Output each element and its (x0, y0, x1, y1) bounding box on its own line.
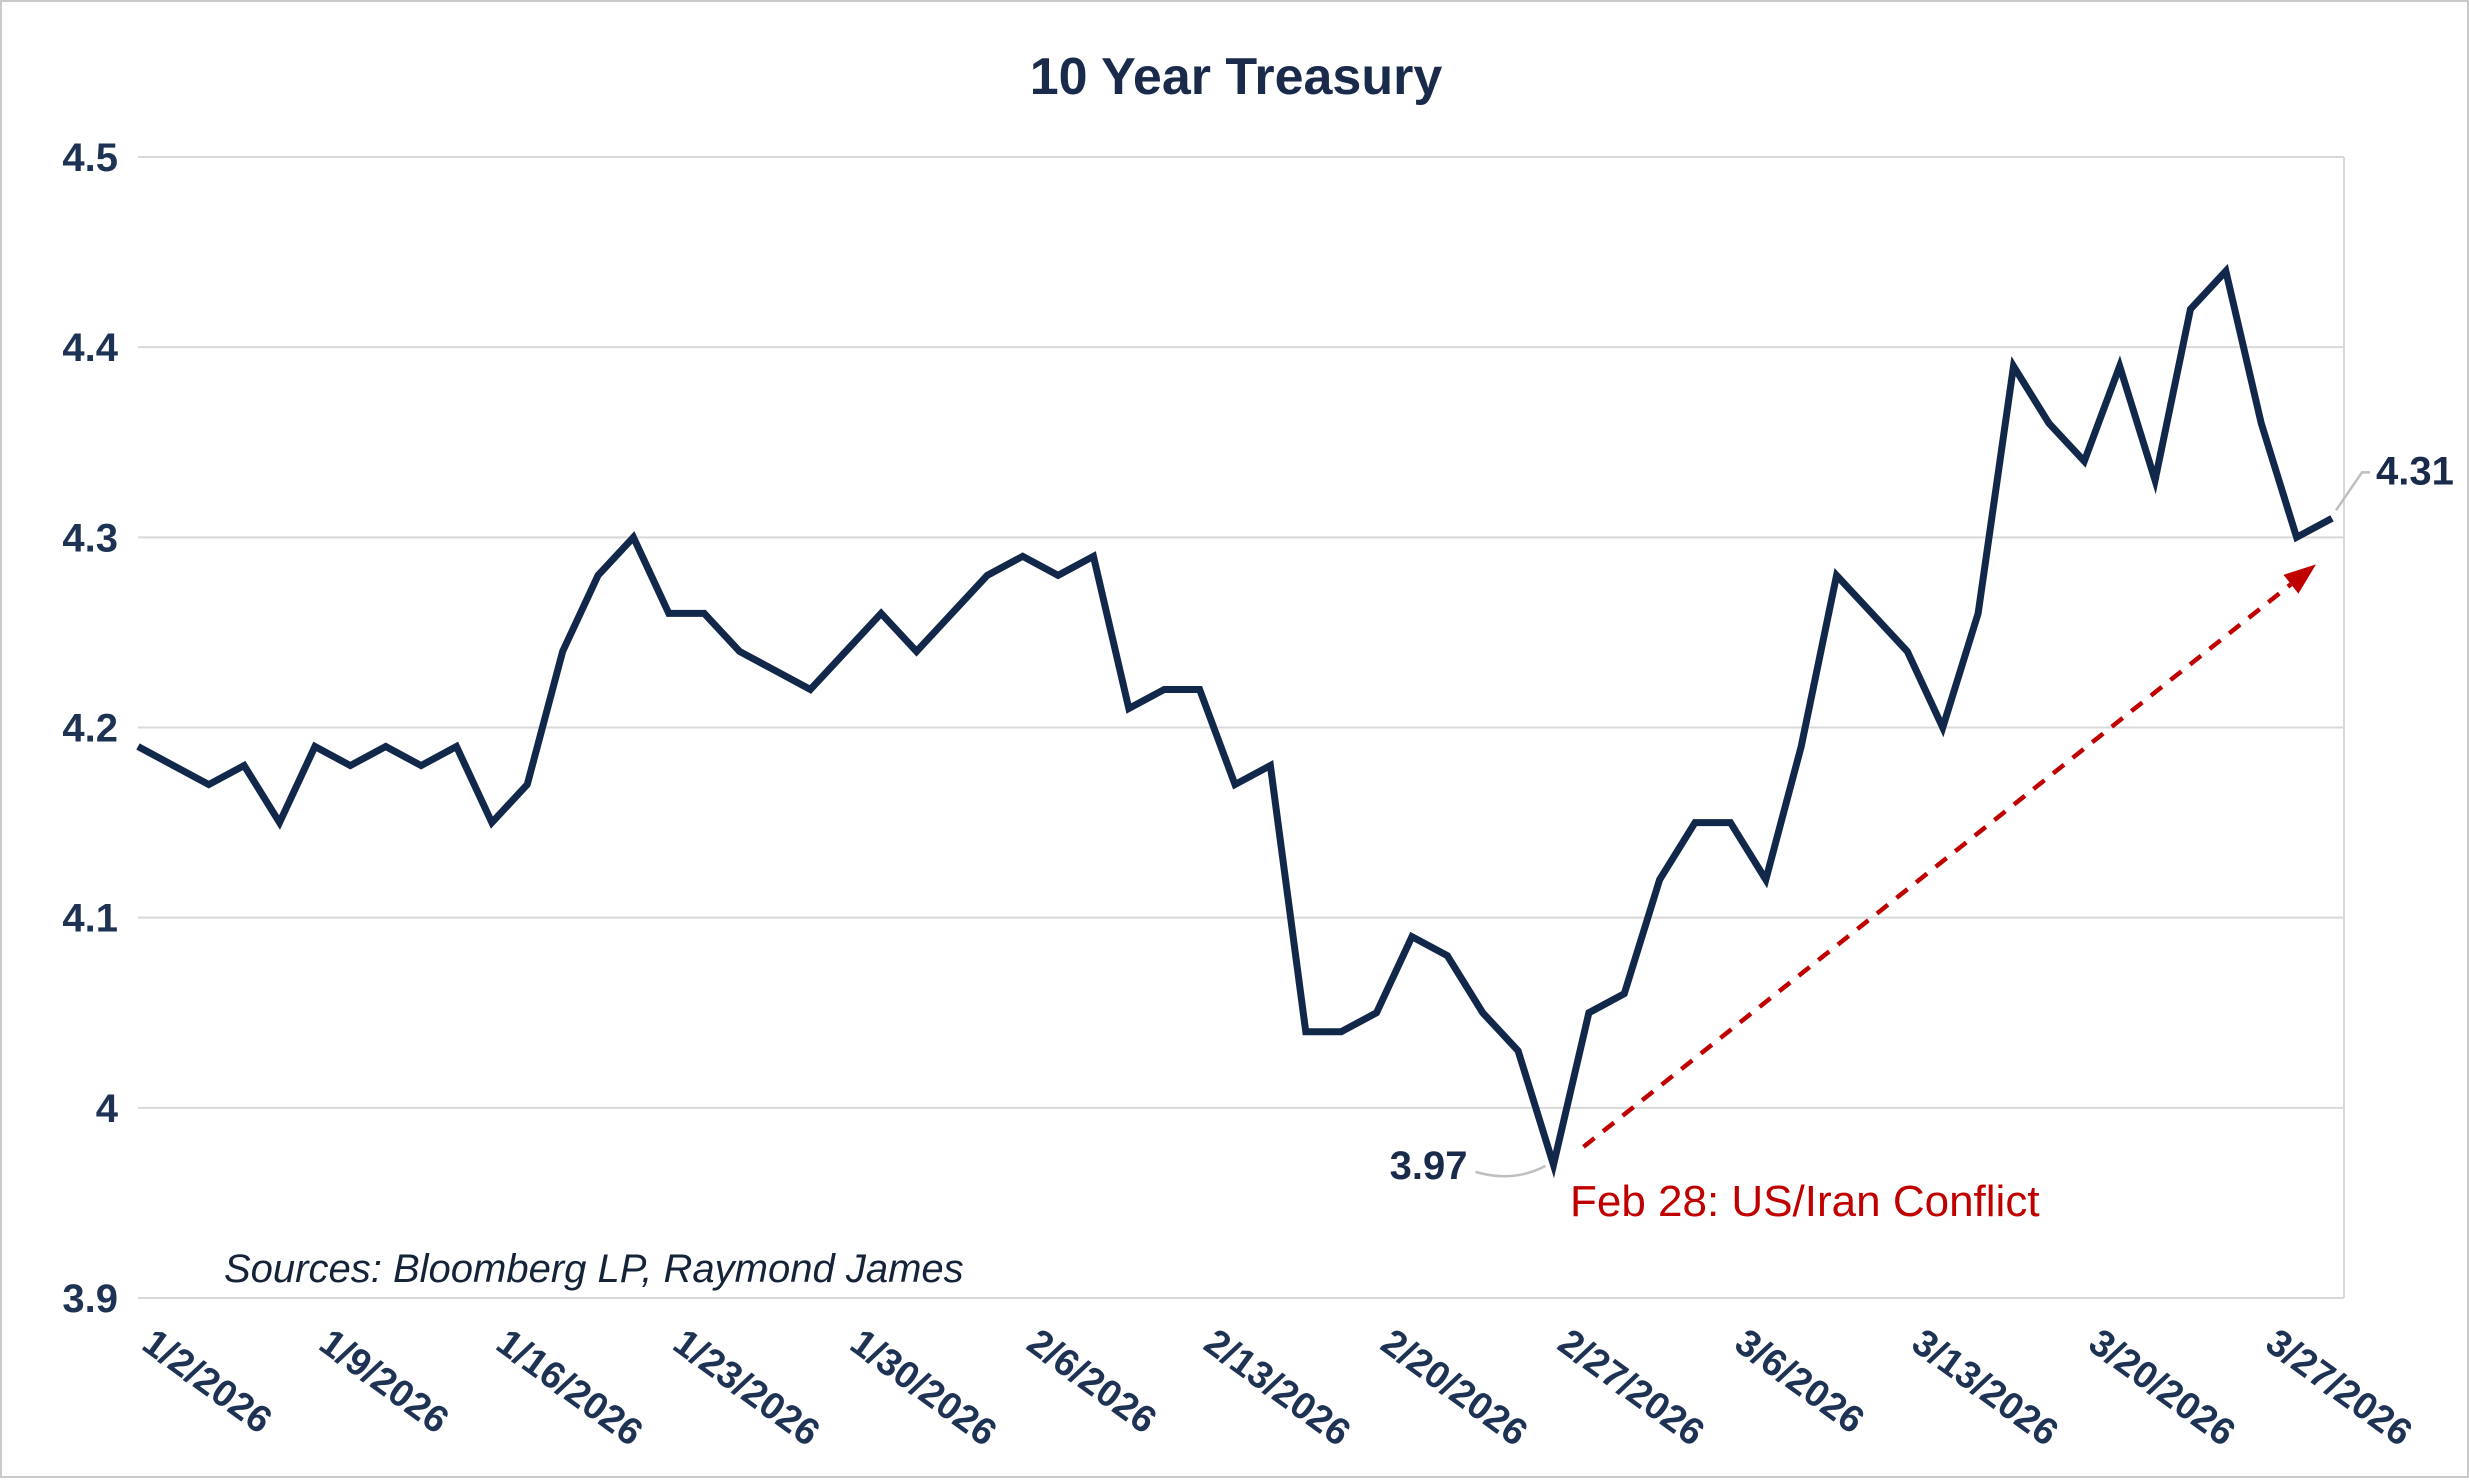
x-axis-label: 1/30/2026 (842, 1321, 1003, 1454)
x-axis-label: 3/27/2026 (2258, 1321, 2419, 1454)
x-axis-label: 2/6/2026 (1019, 1321, 1163, 1442)
x-axis-labels: 1/2/2026 1/9/2026 1/16/2026 1/23/2026 1/30/2… (135, 1321, 2420, 1454)
y-axis-label: 4 (96, 1087, 119, 1131)
y-axis-label: 4.1 (62, 897, 118, 941)
y-axis-labels: 4.5 4.4 4.3 4.2 4.1 4 3.9 (62, 136, 118, 1321)
x-axis-label: 2/27/2026 (1550, 1321, 1711, 1454)
x-axis-label: 1/2/2026 (135, 1321, 279, 1442)
x-axis-label: 1/23/2026 (666, 1321, 827, 1454)
x-axis-label: 3/20/2026 (2081, 1321, 2242, 1454)
x-axis-label: 2/13/2026 (1196, 1321, 1357, 1454)
low-value-label: 3.97 (1390, 1144, 1468, 1188)
event-arrow (1582, 582, 2293, 1149)
low-annotation-leader (1475, 1164, 1547, 1178)
y-axis-label: 4.2 (62, 707, 118, 751)
last-annotation-leader (2334, 471, 2370, 512)
chart-title: 10 Year Treasury (1030, 48, 1443, 106)
x-axis-label: 2/20/2026 (1373, 1321, 1534, 1454)
event-arrowhead (2283, 564, 2316, 594)
gridlines (138, 156, 2345, 1299)
y-axis-label: 4.5 (62, 136, 118, 180)
y-axis-label: 4.3 (62, 516, 118, 560)
y-axis-label: 3.9 (62, 1277, 118, 1321)
x-axis-label: 3/13/2026 (1904, 1321, 2065, 1454)
y-axis-label: 4.4 (62, 326, 118, 370)
last-value-label: 4.31 (2376, 449, 2454, 493)
yield-line-series (136, 263, 2334, 1179)
x-axis-label: 3/6/2026 (1727, 1321, 1871, 1442)
event-label: Feb 28: US/Iran Conflict (1570, 1177, 2040, 1226)
x-axis-label: 1/9/2026 (312, 1321, 456, 1442)
x-axis-label: 1/16/2026 (489, 1321, 650, 1454)
sources-note: Sources: Bloomberg LP, Raymond James (224, 1247, 964, 1291)
